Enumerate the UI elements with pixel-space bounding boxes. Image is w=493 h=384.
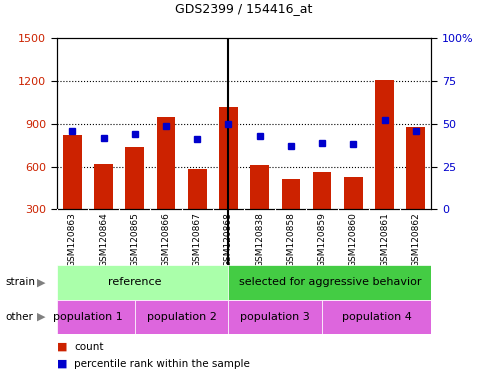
Text: GSM120866: GSM120866 — [162, 212, 171, 267]
Bar — [228, 300, 322, 334]
Bar — [322, 300, 431, 334]
Text: population 4: population 4 — [342, 312, 412, 322]
Bar — [188, 169, 207, 209]
Text: ■: ■ — [57, 359, 67, 369]
Bar — [406, 127, 425, 209]
Text: ▶: ▶ — [37, 312, 45, 322]
Text: percentile rank within the sample: percentile rank within the sample — [74, 359, 250, 369]
Bar — [57, 265, 228, 300]
Text: population 3: population 3 — [241, 312, 310, 322]
Bar — [313, 172, 331, 209]
Bar — [282, 179, 300, 209]
Bar — [219, 107, 238, 209]
Text: GDS2399 / 154416_at: GDS2399 / 154416_at — [176, 2, 313, 15]
Text: GSM120864: GSM120864 — [99, 212, 108, 267]
Text: GSM120862: GSM120862 — [411, 212, 420, 267]
Text: strain: strain — [5, 277, 35, 287]
Bar — [157, 117, 176, 209]
Text: GSM120863: GSM120863 — [68, 212, 77, 267]
Bar — [57, 300, 135, 334]
Text: GSM120865: GSM120865 — [130, 212, 139, 267]
Text: count: count — [74, 342, 104, 352]
Text: GSM120860: GSM120860 — [349, 212, 358, 267]
Bar — [135, 300, 228, 334]
Bar — [375, 80, 394, 209]
Bar — [94, 164, 113, 209]
Text: GSM120868: GSM120868 — [224, 212, 233, 267]
Text: selected for aggressive behavior: selected for aggressive behavior — [239, 277, 421, 287]
Text: GSM120861: GSM120861 — [380, 212, 389, 267]
Text: GSM120838: GSM120838 — [255, 212, 264, 267]
Text: GSM120859: GSM120859 — [317, 212, 326, 267]
Bar — [63, 135, 82, 209]
Text: GSM120867: GSM120867 — [193, 212, 202, 267]
Bar — [125, 147, 144, 209]
Text: ■: ■ — [57, 342, 67, 352]
Text: population 2: population 2 — [146, 312, 216, 322]
Text: population 1: population 1 — [53, 312, 123, 322]
Text: GSM120858: GSM120858 — [286, 212, 295, 267]
Bar — [344, 177, 363, 209]
Bar — [250, 165, 269, 209]
Bar — [228, 265, 431, 300]
Text: other: other — [5, 312, 33, 322]
Text: ▶: ▶ — [37, 277, 45, 287]
Text: reference: reference — [108, 277, 162, 287]
